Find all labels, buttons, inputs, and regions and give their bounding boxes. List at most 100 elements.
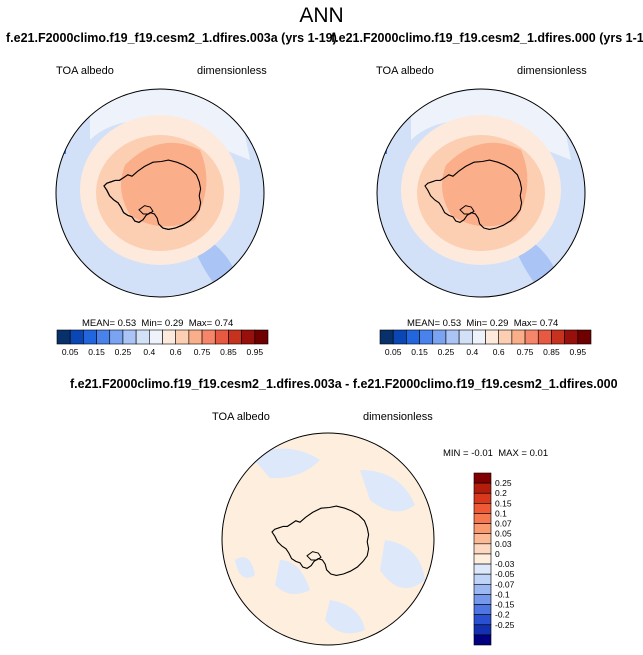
diff-map-patch	[250, 448, 320, 479]
colorbar-swatch	[577, 329, 592, 345]
colorbar-tick-label: 0.05	[385, 347, 402, 357]
colorbar-swatch	[472, 329, 486, 345]
difference-colorbar: 0.250.20.150.10.070.050.030-0.03-0.05-0.…	[473, 472, 515, 646]
colorbar-swatch	[228, 329, 242, 345]
difference-variable-label: TOA albedo	[212, 411, 270, 423]
colorbar-swatch	[473, 563, 492, 575]
mean-label: MEAN=	[82, 318, 115, 329]
colorbar-tick-label: 0.2	[495, 488, 507, 498]
difference-case-title: f.e21.F2000climo.f19_f19.cesm2_1.dfires.…	[70, 377, 618, 391]
colorbar-swatch	[473, 553, 492, 565]
colorbar-tick-label: -0.07	[495, 579, 515, 589]
min-label: Min=	[466, 318, 488, 329]
colorbar-tick-label: 0.07	[495, 519, 512, 529]
colorbar-swatch	[473, 472, 492, 484]
colorbar-swatch	[379, 329, 394, 345]
colorbar-swatch	[473, 492, 492, 504]
colorbar-tick-label: 0.25	[438, 347, 455, 357]
panel-1-colorbar: 0.05 0.15 0.25 0.4 0.6 0.75 0.85 0.95	[56, 329, 269, 357]
colorbar-swatch	[485, 329, 499, 345]
colorbar-tick-label: 0.95	[570, 347, 587, 357]
colorbar-swatch	[432, 329, 447, 345]
map-2-ice-sheet	[442, 142, 528, 227]
colorbar-swatch	[473, 604, 492, 615]
map-1-border	[55, 88, 265, 298]
min-label: MIN =	[443, 448, 469, 459]
colorbar-swatch	[445, 329, 460, 345]
colorbar-tick-label: 0.6	[170, 347, 182, 357]
colorbar-swatch	[473, 624, 492, 636]
colorbar-tick-label: -0.25	[495, 620, 515, 630]
difference-map	[222, 433, 434, 645]
colorbar-swatch	[188, 329, 203, 345]
map-2-border	[376, 88, 586, 298]
colorbar-tick-label: 0.85	[543, 347, 560, 357]
colorbar-tick-label: 0.15	[88, 347, 105, 357]
colorbar-swatch	[201, 329, 216, 345]
page-title: ANN	[299, 4, 344, 27]
colorbar-swatch	[406, 329, 420, 345]
colorbar-tick-label: 0.03	[495, 539, 512, 549]
colorbar-tick-label: 0.05	[62, 347, 79, 357]
colorbar-tick-label: 0	[495, 549, 500, 559]
colorbar-swatch	[473, 594, 492, 605]
difference-stats: MIN = -0.01 MAX = 0.01	[443, 448, 548, 459]
max-value: 0.74	[214, 318, 234, 329]
panel-2-units-label: dimensionless	[517, 65, 587, 77]
diff-map-patch	[325, 600, 365, 634]
colorbar-swatch	[511, 329, 526, 345]
diff-map-patch	[360, 470, 415, 512]
colorbar-tick-label: 0.25	[495, 478, 512, 488]
colorbar-tick-label: 0.05	[495, 529, 512, 539]
colorbar-swatch	[135, 329, 150, 345]
mean-label: MEAN=	[407, 318, 440, 329]
colorbar-tick-label: 0.95	[247, 347, 264, 357]
max-label: Max=	[188, 318, 213, 329]
colorbar-tick-label: 0.15	[495, 498, 512, 508]
panel-1-case-title: f.e21.F2000climo.f19_f19.cesm2_1.dfires.…	[6, 31, 337, 45]
colorbar-swatch	[149, 329, 163, 345]
map-1-ice-sheet	[121, 142, 207, 227]
colorbar-swatch	[473, 503, 492, 514]
colorbar-swatch	[56, 329, 71, 345]
colorbar-swatch	[551, 329, 565, 345]
diff-map-patch	[235, 557, 255, 578]
colorbar-tick-label: -0.03	[495, 559, 515, 569]
colorbar-swatch	[69, 329, 84, 345]
panel-1-map	[56, 89, 264, 297]
colorbar-tick-label: 0.4	[143, 347, 155, 357]
colorbar-swatch	[473, 523, 492, 535]
max-label: MAX =	[498, 448, 527, 459]
colorbar-tick-label: 0.1	[495, 508, 507, 518]
colorbar-swatch	[96, 329, 111, 345]
min-label: Min=	[141, 318, 163, 329]
colorbar-swatch	[473, 543, 492, 555]
colorbar-tick-label: 0.25	[115, 347, 132, 357]
colorbar-swatch	[214, 329, 229, 345]
colorbar-tick-label: -0.2	[495, 610, 510, 620]
colorbar-swatch	[458, 329, 473, 345]
min-value: 0.29	[489, 318, 509, 329]
panel-1-stats: MEAN= 0.53 Min= 0.29 Max= 0.74	[82, 318, 233, 329]
colorbar-tick-label: 0.75	[517, 347, 534, 357]
difference-units-label: dimensionless	[363, 411, 433, 423]
colorbar-swatch	[473, 533, 492, 545]
colorbar-tick-label: 0.15	[411, 347, 428, 357]
colorbar-swatch	[162, 329, 176, 345]
colorbar-tick-label: 0.75	[194, 347, 211, 357]
colorbar-swatch	[175, 329, 190, 345]
panel-1-variable-label: TOA albedo	[56, 65, 114, 77]
colorbar-tick-label: 0.85	[220, 347, 237, 357]
panel-2-variable-label: TOA albedo	[376, 65, 434, 77]
panel-2-stats: MEAN= 0.53 Min= 0.29 Max= 0.74	[407, 318, 558, 329]
diff-map-border	[221, 432, 435, 646]
colorbar-swatch	[524, 329, 539, 345]
colorbar-swatch	[392, 329, 407, 345]
colorbar-tick-label: -0.15	[495, 600, 515, 610]
diff-map-patch	[380, 540, 425, 588]
colorbar-swatch	[473, 583, 492, 595]
colorbar-swatch	[564, 329, 579, 345]
mean-value: 0.53	[117, 318, 137, 329]
colorbar-swatch	[241, 329, 256, 345]
